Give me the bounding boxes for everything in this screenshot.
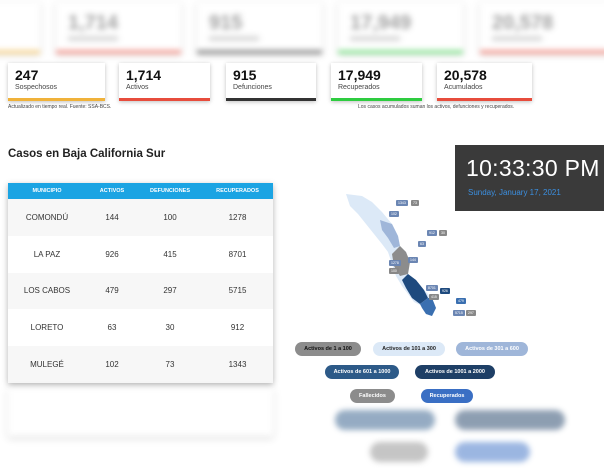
blurred-card-value: 1,714 [68,12,119,34]
stat-value: 247 [15,67,39,83]
source-note: Actualizado en tiempo real. Fuente: SSA-… [8,104,112,110]
accumulated-note: Los casos acumulados suman los activos, … [358,104,515,110]
map-label: 479 [456,298,466,304]
stat-card-acumulados: 20,578 Acumulados [437,63,532,101]
stat-bar [226,98,316,101]
cell-municipio: LA PAZ [33,249,61,259]
map-label: 73 [411,200,419,206]
col-header-activos: ACTIVOS [99,188,125,194]
stat-bar [119,98,210,101]
blurred-card: 17,949 [338,2,463,54]
cell-activos: 144 [105,212,119,222]
col-header-defunciones: DEFUNCIONES [149,188,191,194]
blurred-card [0,2,40,54]
clock-widget: 10:33:30 PM Sunday, January 17, 2021 [455,145,604,211]
table-row: LORETO 63 30 912 [8,309,273,347]
stat-label: Activos [126,84,149,91]
stat-card-defunciones: 915 Defunciones [226,63,316,101]
legend-activos-1001-2000[interactable]: Activos de 1001 a 2000 [415,365,495,379]
bcs-map: 1343 73 102 912 30 63 1278 100 144 8701 … [336,190,486,320]
clock-date: Sunday, January 17, 2021 [468,188,561,197]
los-cabos-region[interactable] [420,298,436,316]
legend-activos-1-100[interactable]: Activos de 1 a 100 [295,342,361,356]
stat-value: 17,949 [338,67,381,83]
cell-recuperados: 912 [230,323,245,333]
legend-activos-601-1000[interactable]: Activos de 601 a 1000 [325,365,399,379]
section-title: Casos en Baja California Sur [8,148,166,160]
stat-label: Defunciones [233,84,272,91]
blurred-stats-band: 1,714 915 17,949 20,578 [0,0,604,56]
blurred-card-value: 915 [209,12,243,34]
col-header-recuperados: RECUPERADOS [216,188,259,194]
cell-activos: 479 [105,286,119,296]
cell-recuperados: 8701 [228,249,247,259]
blurred-card: 20,578 [480,2,604,54]
cell-municipio: COMONDÚ [25,212,69,222]
map-label: 1343 [396,200,408,206]
map-label: 415 [429,294,439,300]
cell-defunciones: 73 [165,360,175,370]
municipios-table: MUNICIPIO ACTIVOS DEFUNCIONES RECUPERADO… [8,183,273,383]
blurred-bottom-band [0,388,604,468]
stat-value: 20,578 [444,67,487,83]
stat-bar [437,98,532,101]
cell-municipio: LORETO [30,323,64,333]
cell-municipio: MULEGÉ [30,360,64,370]
clock-time: 10:33:30 PM [466,155,600,181]
cell-activos: 102 [105,360,119,370]
stat-bar [8,98,105,101]
cell-defunciones: 415 [163,249,177,259]
map-label: 297 [466,310,476,316]
map-label: 8701 [426,285,438,291]
cell-defunciones: 30 [165,323,175,333]
map-label: 63 [418,241,426,247]
la-paz-region[interactable] [402,274,428,304]
loreto-region[interactable] [380,220,400,248]
table-row: MULEGÉ 102 73 1343 [8,346,273,383]
map-label: 100 [389,268,399,274]
stat-card-activos: 1,714 Activos [119,63,210,101]
map-label: 912 [427,230,437,236]
cell-activos: 926 [105,249,119,259]
table-row: LA PAZ 926 415 8701 [8,235,273,273]
col-header-municipio: MUNICIPIO [32,188,62,194]
blurred-card: 1,714 [56,2,181,54]
table-header-row: MUNICIPIO ACTIVOS DEFUNCIONES RECUPERADO… [8,183,273,199]
stat-bar [331,98,422,101]
cell-defunciones: 297 [163,286,177,296]
map-label: 102 [389,211,399,217]
map-label: 144 [408,257,418,263]
legend-activos-101-300[interactable]: Activos de 101 a 300 [373,342,445,356]
table-row: COMONDÚ 144 100 1278 [8,199,273,236]
map-label: 5715 [453,310,465,316]
bcs-map-shape [346,194,436,316]
legend-recuperados[interactable]: Recuperados [421,389,473,403]
cell-municipio: LOS CABOS [23,286,71,296]
stat-label: Acumulados [444,84,483,91]
cell-defunciones: 100 [163,212,177,222]
map-label: 926 [440,288,450,294]
stat-label: Recuperados [338,84,380,91]
stat-label: Sospechosos [15,84,58,91]
table-row: LOS CABOS 479 297 5715 [8,272,273,310]
stat-card-recuperados: 17,949 Recuperados [331,63,422,101]
cell-recuperados: 5715 [228,286,247,296]
blurred-card-value: 20,578 [492,12,554,34]
stat-value: 915 [233,67,257,83]
blurred-card: 915 [197,2,322,54]
stat-value: 1,714 [126,67,162,83]
legend-activos-301-600[interactable]: Activos de 301 a 600 [456,342,528,356]
blurred-card-value: 17,949 [350,12,412,34]
stat-card-sospechosos: 247 Sospechosos [8,63,105,101]
cell-recuperados: 1343 [228,360,247,370]
legend-fallecidos[interactable]: Fallecidos [350,389,395,403]
cell-activos: 63 [107,323,117,333]
cell-recuperados: 1278 [228,212,247,222]
map-label: 30 [439,230,447,236]
map-label: 1278 [389,260,401,266]
